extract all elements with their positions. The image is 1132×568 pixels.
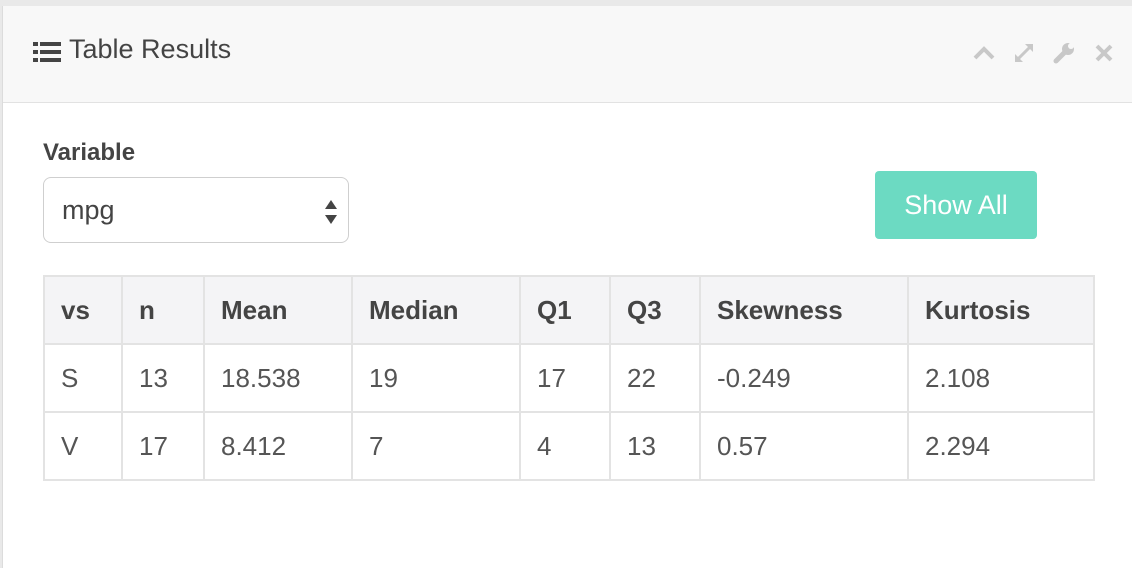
panel-header: Table Results (3, 6, 1132, 103)
results-table: vs n Mean Median Q1 Q3 Skewness Kurtosis… (43, 275, 1095, 481)
variable-label: Variable (43, 139, 136, 166)
table-cell: 18.538 (203, 343, 353, 413)
table-cell: 17 (121, 411, 205, 481)
table-cell: S (43, 343, 123, 413)
header-cell: Median (351, 275, 521, 345)
panel-title: Table Results (69, 34, 232, 64)
table-cell: 13 (121, 343, 205, 413)
results-panel: Table Results (2, 6, 1132, 568)
chevron-up-icon[interactable] (971, 40, 997, 66)
table-cell: 8.412 (203, 411, 353, 481)
table-cell: 0.57 (699, 411, 909, 481)
variable-select-value: mpg (62, 195, 115, 225)
table-row: V 17 8.412 7 4 13 0.57 2.294 (43, 411, 1095, 481)
panel-title-wrap: Table Results (33, 34, 231, 65)
table-cell: 13 (609, 411, 701, 481)
table-cell: 17 (519, 343, 611, 413)
table-row: S 13 18.538 19 17 22 -0.249 2.108 (43, 343, 1095, 413)
wrench-icon[interactable] (1051, 40, 1077, 66)
table-cell: V (43, 411, 123, 481)
header-cell: vs (43, 275, 123, 345)
header-cell: Q3 (609, 275, 701, 345)
table-cell: 2.294 (907, 411, 1095, 481)
header-cell: Mean (203, 275, 353, 345)
table-cell: 4 (519, 411, 611, 481)
table-cell: -0.249 (699, 343, 909, 413)
table-cell: 22 (609, 343, 701, 413)
table-cell: 7 (351, 411, 521, 481)
header-cell: n (121, 275, 205, 345)
expand-icon[interactable] (1011, 40, 1037, 66)
close-icon[interactable] (1091, 40, 1117, 66)
list-icon (33, 39, 61, 62)
table-cell: 19 (351, 343, 521, 413)
variable-select[interactable]: mpg (43, 177, 349, 243)
header-cell: Q1 (519, 275, 611, 345)
select-arrows-icon (324, 198, 338, 226)
table-header-row: vs n Mean Median Q1 Q3 Skewness Kurtosis (43, 275, 1095, 345)
header-tools (971, 40, 1117, 66)
header-cell: Skewness (699, 275, 909, 345)
table-cell: 2.108 (907, 343, 1095, 413)
header-cell: Kurtosis (907, 275, 1095, 345)
show-all-button[interactable]: Show All (875, 171, 1037, 239)
